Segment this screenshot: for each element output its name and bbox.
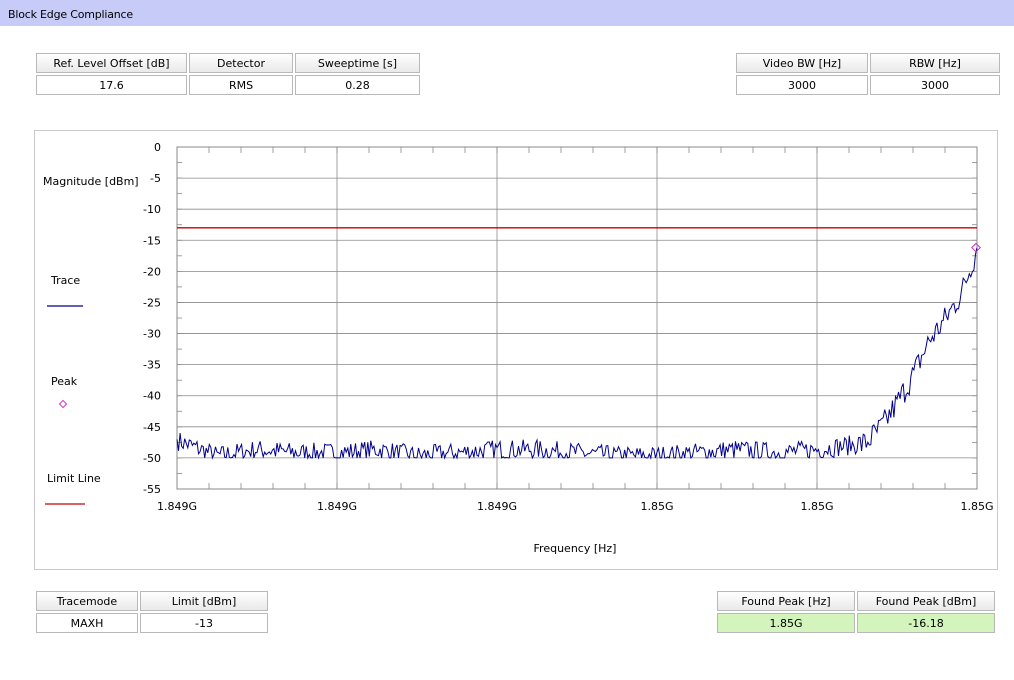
legend-peak-label: Peak bbox=[51, 375, 78, 388]
table-cell: 3000 bbox=[870, 75, 1000, 95]
table-cell: 3000 bbox=[736, 75, 868, 95]
chart-grid bbox=[176, 146, 978, 490]
table-header: Found Peak [Hz] bbox=[717, 591, 855, 611]
table-header: Tracemode bbox=[36, 591, 138, 611]
peak-marker bbox=[971, 242, 981, 253]
table-cell: MAXH bbox=[36, 613, 138, 633]
x-tick-label: 1.849G bbox=[477, 500, 517, 513]
table-header: Sweeptime [s] bbox=[295, 53, 420, 73]
table-cell: -16.18 bbox=[857, 613, 995, 633]
trace-line bbox=[176, 247, 978, 460]
table-header: Detector bbox=[189, 53, 293, 73]
trace-settings-table: Tracemode Limit [dBm] MAXH -13 bbox=[34, 589, 270, 635]
y-tick-label: -20 bbox=[143, 265, 161, 278]
y-tick-label: -40 bbox=[143, 390, 161, 403]
table-header: Found Peak [dBm] bbox=[857, 591, 995, 611]
table-header: Limit [dBm] bbox=[140, 591, 268, 611]
x-tick-label: 1.85G bbox=[800, 500, 833, 513]
table-cell: 1.85G bbox=[717, 613, 855, 633]
y-tick-label: -25 bbox=[143, 296, 161, 309]
legend-trace-label: Trace bbox=[50, 274, 80, 287]
settings-table-left: Ref. Level Offset [dB] Detector Sweeptim… bbox=[34, 51, 422, 97]
legend-peak: Peak bbox=[51, 375, 78, 409]
y-tick-label: -55 bbox=[143, 483, 161, 496]
y-tick-label: -50 bbox=[143, 452, 161, 465]
table-cell: 0.28 bbox=[295, 75, 420, 95]
x-tick-label: 1.85G bbox=[640, 500, 673, 513]
table-header: Ref. Level Offset [dB] bbox=[36, 53, 187, 73]
window-title: Block Edge Compliance bbox=[0, 0, 1014, 26]
y-axis-label: Magnitude [dBm] bbox=[43, 175, 139, 188]
legend-limit-label: Limit Line bbox=[47, 472, 101, 485]
y-tick-label: -5 bbox=[150, 172, 161, 185]
y-tick-label: -30 bbox=[143, 328, 161, 341]
x-tick-label: 1.849G bbox=[157, 500, 197, 513]
x-tick-label: 1.849G bbox=[317, 500, 357, 513]
y-tick-label: -15 bbox=[143, 234, 161, 247]
legend-trace: Trace bbox=[47, 274, 83, 307]
legend-peak-icon bbox=[58, 399, 68, 409]
y-tick-label: 0 bbox=[154, 141, 161, 154]
x-axis-label: Frequency [Hz] bbox=[534, 542, 617, 555]
table-header: Video BW [Hz] bbox=[736, 53, 868, 73]
table-cell: -13 bbox=[140, 613, 268, 633]
y-axis-ticks: 0 -5 -10 -15 -20 -25 -30 -35 -40 -45 -50 -55 bbox=[143, 141, 161, 496]
legend-limit: Limit Line bbox=[45, 472, 101, 505]
chart-panel: 0 -5 -10 -15 -20 -25 -30 -35 -40 -45 -50 -55 1.849G… bbox=[34, 130, 998, 570]
table-cell: RMS bbox=[189, 75, 293, 95]
x-tick-label: 1.85G bbox=[960, 500, 993, 513]
y-tick-label: -10 bbox=[143, 203, 161, 216]
table-header: RBW [Hz] bbox=[870, 53, 1000, 73]
x-axis-ticks: 1.849G 1.849G 1.849G 1.85G 1.85G 1.85G bbox=[157, 500, 994, 513]
plot-frame bbox=[176, 146, 978, 490]
y-tick-label: -45 bbox=[143, 421, 161, 434]
found-peak-table: Found Peak [Hz] Found Peak [dBm] 1.85G -… bbox=[715, 589, 997, 635]
table-cell: 17.6 bbox=[36, 75, 187, 95]
y-tick-label: -35 bbox=[143, 359, 161, 372]
spectrum-chart: 0 -5 -10 -15 -20 -25 -30 -35 -40 -45 -50 -55 1.849G… bbox=[43, 141, 994, 555]
settings-table-right: Video BW [Hz] RBW [Hz] 3000 3000 bbox=[734, 51, 1002, 97]
